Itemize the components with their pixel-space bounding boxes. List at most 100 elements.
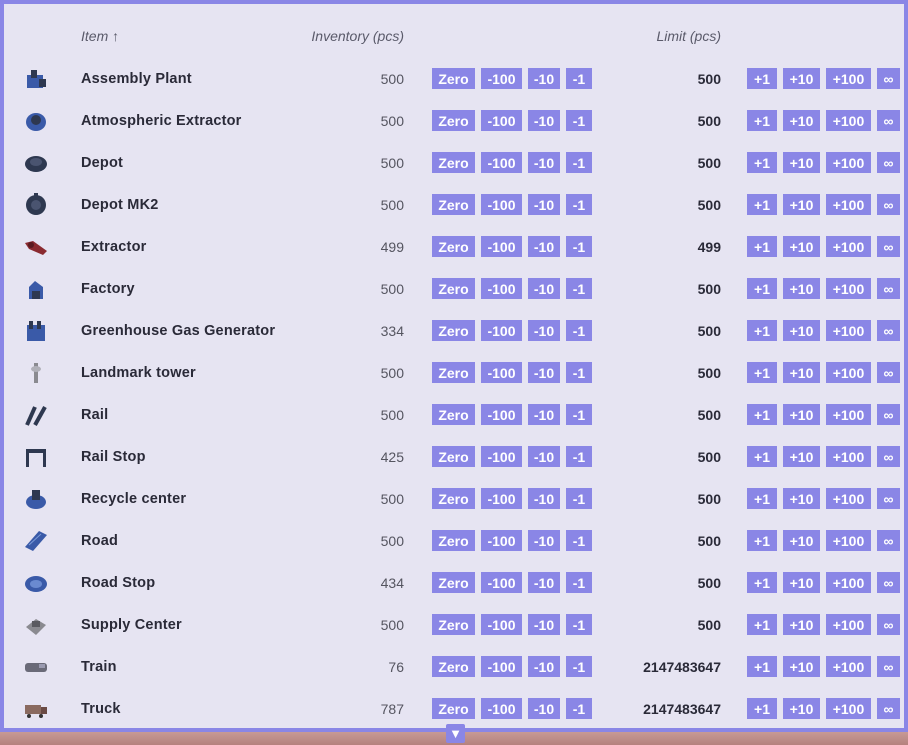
column-header-item[interactable]: Item ↑: [81, 28, 120, 44]
infinite-button[interactable]: ∞: [877, 68, 900, 89]
minus-1-button[interactable]: -1: [566, 656, 592, 677]
plus-1-button[interactable]: +1: [747, 362, 777, 383]
minus-10-button[interactable]: -10: [528, 110, 560, 131]
plus-10-button[interactable]: +10: [783, 698, 820, 719]
zero-button[interactable]: Zero: [432, 572, 475, 593]
infinite-button[interactable]: ∞: [877, 152, 900, 173]
minus-10-button[interactable]: -10: [528, 614, 560, 635]
zero-button[interactable]: Zero: [432, 530, 475, 551]
minus-1-button[interactable]: -1: [566, 110, 592, 131]
minus-1-button[interactable]: -1: [566, 446, 592, 467]
zero-button[interactable]: Zero: [432, 278, 475, 299]
plus-100-button[interactable]: +100: [826, 530, 871, 551]
infinite-button[interactable]: ∞: [877, 530, 900, 551]
minus-100-button[interactable]: -100: [481, 530, 522, 551]
plus-1-button[interactable]: +1: [747, 278, 777, 299]
minus-100-button[interactable]: -100: [481, 572, 522, 593]
plus-1-button[interactable]: +1: [747, 488, 777, 509]
minus-1-button[interactable]: -1: [566, 572, 592, 593]
minus-100-button[interactable]: -100: [481, 110, 522, 131]
plus-1-button[interactable]: +1: [747, 194, 777, 215]
zero-button[interactable]: Zero: [432, 656, 475, 677]
minus-10-button[interactable]: -10: [528, 656, 560, 677]
zero-button[interactable]: Zero: [432, 194, 475, 215]
plus-1-button[interactable]: +1: [747, 68, 777, 89]
plus-100-button[interactable]: +100: [826, 320, 871, 341]
plus-1-button[interactable]: +1: [747, 320, 777, 341]
minus-100-button[interactable]: -100: [481, 656, 522, 677]
minus-100-button[interactable]: -100: [481, 446, 522, 467]
plus-1-button[interactable]: +1: [747, 530, 777, 551]
infinite-button[interactable]: ∞: [877, 572, 900, 593]
minus-1-button[interactable]: -1: [566, 488, 592, 509]
infinite-button[interactable]: ∞: [877, 236, 900, 257]
infinite-button[interactable]: ∞: [877, 362, 900, 383]
plus-10-button[interactable]: +10: [783, 530, 820, 551]
plus-100-button[interactable]: +100: [826, 278, 871, 299]
zero-button[interactable]: Zero: [432, 236, 475, 257]
zero-button[interactable]: Zero: [432, 488, 475, 509]
plus-1-button[interactable]: +1: [747, 698, 777, 719]
zero-button[interactable]: Zero: [432, 152, 475, 173]
zero-button[interactable]: Zero: [432, 110, 475, 131]
minus-10-button[interactable]: -10: [528, 572, 560, 593]
minus-100-button[interactable]: -100: [481, 152, 522, 173]
plus-100-button[interactable]: +100: [826, 362, 871, 383]
infinite-button[interactable]: ∞: [877, 698, 900, 719]
minus-10-button[interactable]: -10: [528, 698, 560, 719]
scroll-down-icon[interactable]: ▼: [446, 724, 465, 743]
minus-1-button[interactable]: -1: [566, 68, 592, 89]
minus-1-button[interactable]: -1: [566, 236, 592, 257]
plus-100-button[interactable]: +100: [826, 110, 871, 131]
zero-button[interactable]: Zero: [432, 698, 475, 719]
infinite-button[interactable]: ∞: [877, 656, 900, 677]
zero-button[interactable]: Zero: [432, 362, 475, 383]
minus-10-button[interactable]: -10: [528, 404, 560, 425]
zero-button[interactable]: Zero: [432, 68, 475, 89]
plus-100-button[interactable]: +100: [826, 614, 871, 635]
column-header-limit[interactable]: Limit (pcs): [656, 28, 721, 44]
plus-1-button[interactable]: +1: [747, 404, 777, 425]
plus-10-button[interactable]: +10: [783, 362, 820, 383]
plus-100-button[interactable]: +100: [826, 68, 871, 89]
minus-1-button[interactable]: -1: [566, 152, 592, 173]
plus-1-button[interactable]: +1: [747, 236, 777, 257]
minus-1-button[interactable]: -1: [566, 404, 592, 425]
column-header-inventory[interactable]: Inventory (pcs): [311, 28, 404, 44]
plus-100-button[interactable]: +100: [826, 656, 871, 677]
minus-100-button[interactable]: -100: [481, 698, 522, 719]
minus-1-button[interactable]: -1: [566, 614, 592, 635]
minus-10-button[interactable]: -10: [528, 320, 560, 341]
minus-10-button[interactable]: -10: [528, 152, 560, 173]
plus-10-button[interactable]: +10: [783, 68, 820, 89]
infinite-button[interactable]: ∞: [877, 404, 900, 425]
plus-100-button[interactable]: +100: [826, 194, 871, 215]
minus-10-button[interactable]: -10: [528, 488, 560, 509]
plus-10-button[interactable]: +10: [783, 110, 820, 131]
minus-100-button[interactable]: -100: [481, 404, 522, 425]
minus-10-button[interactable]: -10: [528, 530, 560, 551]
plus-100-button[interactable]: +100: [826, 572, 871, 593]
plus-10-button[interactable]: +10: [783, 656, 820, 677]
plus-100-button[interactable]: +100: [826, 446, 871, 467]
plus-1-button[interactable]: +1: [747, 446, 777, 467]
plus-10-button[interactable]: +10: [783, 572, 820, 593]
plus-100-button[interactable]: +100: [826, 698, 871, 719]
plus-1-button[interactable]: +1: [747, 656, 777, 677]
plus-10-button[interactable]: +10: [783, 404, 820, 425]
plus-100-button[interactable]: +100: [826, 488, 871, 509]
minus-10-button[interactable]: -10: [528, 194, 560, 215]
minus-1-button[interactable]: -1: [566, 698, 592, 719]
minus-1-button[interactable]: -1: [566, 194, 592, 215]
plus-100-button[interactable]: +100: [826, 152, 871, 173]
infinite-button[interactable]: ∞: [877, 320, 900, 341]
plus-10-button[interactable]: +10: [783, 194, 820, 215]
zero-button[interactable]: Zero: [432, 446, 475, 467]
minus-10-button[interactable]: -10: [528, 236, 560, 257]
plus-10-button[interactable]: +10: [783, 614, 820, 635]
minus-100-button[interactable]: -100: [481, 614, 522, 635]
zero-button[interactable]: Zero: [432, 614, 475, 635]
minus-10-button[interactable]: -10: [528, 446, 560, 467]
minus-1-button[interactable]: -1: [566, 320, 592, 341]
infinite-button[interactable]: ∞: [877, 614, 900, 635]
